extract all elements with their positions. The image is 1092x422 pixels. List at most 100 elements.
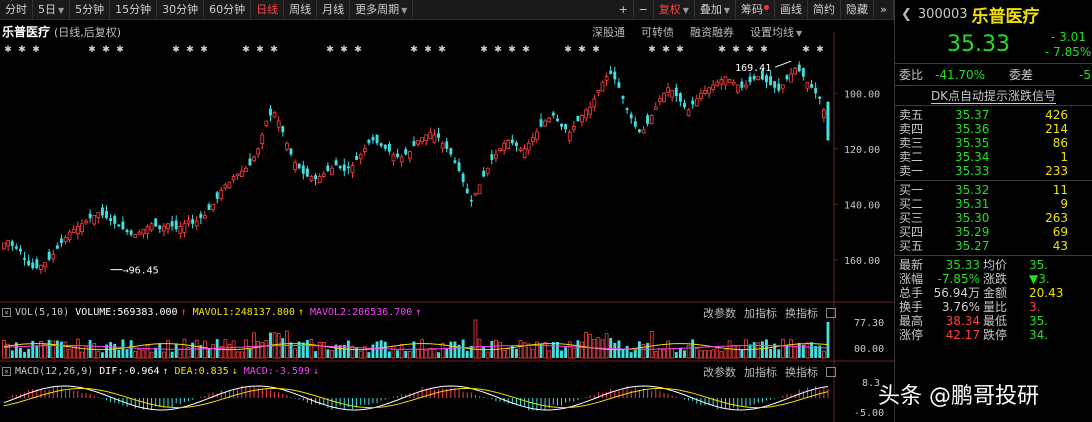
event-star-icon[interactable]: ✱	[718, 45, 726, 55]
maximize-icon[interactable]	[826, 367, 836, 377]
event-star-icon[interactable]: ✱	[116, 45, 124, 55]
simple-mode-button[interactable]: 简约	[808, 0, 841, 20]
volume-bar	[75, 338, 80, 359]
volume-bar	[756, 342, 761, 359]
volume-bar	[449, 341, 453, 358]
event-star-icon[interactable]: ✱	[508, 45, 516, 55]
volume-bar	[760, 341, 764, 358]
period-tab-7[interactable]: 周线	[284, 0, 318, 20]
period-tab-5[interactable]: 60分钟	[204, 0, 252, 20]
kline-chart-svg[interactable]: ✱ ✱ ✱ ✱ ✱ ✱ ✱ ✱ ✱ ✱ ✱ ✱ ✱ ✱ ✱ ✱ ✱ ✱ ✱ ✱ ✱ ✱ ✱ ✱ ✱ ✱ ✱ ✱ ✱ ✱ ✱ ✱ ✱ ✱ 160.00…	[0, 20, 894, 422]
period-tab-2[interactable]: 5分钟	[70, 0, 111, 20]
event-star-icon[interactable]: ✱	[354, 45, 362, 55]
event-star-icon[interactable]: ✱	[662, 45, 670, 55]
event-star-icon[interactable]: ✱	[410, 45, 418, 55]
dropdown-icon: ▼	[796, 29, 803, 38]
macd-btn-0[interactable]: 改参数	[703, 366, 736, 379]
event-star-icon[interactable]: ✱	[424, 45, 432, 55]
period-tab-8[interactable]: 月线	[317, 0, 351, 20]
period-tab-4[interactable]: 30分钟	[157, 0, 205, 20]
buy-orderbook: 买一 35.32 11 买二 35.31 9 买三 35.30 263 买四 35.29 69 买五 35…	[895, 181, 1092, 256]
event-star-icon[interactable]: ✱	[32, 45, 40, 55]
event-star-icon[interactable]: ✱	[494, 45, 502, 55]
candle-body	[752, 75, 756, 80]
event-star-icon[interactable]: ✱	[172, 45, 180, 55]
volume-btn-1[interactable]: 加指标	[744, 307, 777, 320]
event-star-icon[interactable]: ✱	[480, 45, 488, 55]
event-star-icon[interactable]: ✱	[102, 45, 110, 55]
hide-button[interactable]: 隐藏	[841, 0, 874, 20]
event-star-icon[interactable]: ✱	[270, 45, 278, 55]
period-tab-3[interactable]: 15分钟	[110, 0, 158, 20]
expand-button[interactable]: »	[874, 0, 894, 20]
period-tab-0[interactable]: 分时	[0, 0, 33, 20]
event-star-icon[interactable]: ✱	[746, 45, 754, 55]
chart-menu-item-1[interactable]: 可转债	[641, 24, 674, 40]
candle-body	[449, 148, 453, 155]
volume-btn-2[interactable]: 换指标	[785, 307, 818, 320]
chart-area[interactable]: ✱ ✱ ✱ ✱ ✱ ✱ ✱ ✱ ✱ ✱ ✱ ✱ ✱ ✱ ✱ ✱ ✱ ✱ ✱ ✱ ✱ ✱ ✱ ✱ ✱ ✱ ✱ ✱ ✱ ✱ ✱ ✱ ✱ ✱ 160.00…	[0, 20, 894, 422]
dk-signal-link[interactable]: DK点自动提示涨跌信号	[895, 86, 1092, 106]
fuquan-button[interactable]: 复权 ▼	[654, 0, 695, 20]
maximize-icon[interactable]	[826, 308, 836, 318]
chart-menu-item-2[interactable]: 融资融券	[690, 24, 734, 40]
event-star-icon[interactable]: ✱	[186, 45, 194, 55]
chouma-button[interactable]: 筹码	[736, 0, 775, 20]
volume-btn-0[interactable]: 改参数	[703, 307, 736, 320]
stat-v1: 3.76%	[941, 300, 980, 314]
event-star-icon[interactable]: ✱	[592, 45, 600, 55]
overlay-button[interactable]: 叠加 ▼	[695, 0, 736, 20]
candle-body	[67, 231, 72, 241]
chart-menu-item-0[interactable]: 深股通	[592, 24, 625, 40]
event-star-icon[interactable]: ✱	[438, 45, 446, 55]
zoom-in-button[interactable]: +	[614, 0, 634, 20]
event-star-icon[interactable]: ✱	[256, 45, 264, 55]
volume-bar	[235, 351, 240, 359]
close-icon[interactable]: ×	[2, 366, 11, 376]
event-star-icon[interactable]: ✱	[18, 45, 26, 55]
candle-body	[330, 167, 334, 176]
candle-body	[35, 259, 39, 269]
zoom-out-button[interactable]: −	[634, 0, 654, 20]
volume-bar	[653, 350, 658, 359]
event-star-icon[interactable]: ✱	[676, 45, 684, 55]
event-star-icon[interactable]: ✱	[802, 45, 810, 55]
stat-v1: 56.94万	[933, 286, 980, 300]
candle-body	[510, 139, 514, 144]
candle-body	[457, 162, 461, 171]
macd-btn-1[interactable]: 加指标	[744, 366, 777, 379]
period-tab-9[interactable]: 更多周期 ▼	[350, 0, 414, 20]
event-star-icon[interactable]: ✱	[340, 45, 348, 55]
candle-body	[174, 220, 178, 230]
candle-body	[584, 109, 588, 119]
close-icon[interactable]: ×	[2, 307, 11, 317]
candle-body	[686, 109, 691, 117]
event-star-icon[interactable]: ✱	[242, 45, 250, 55]
event-star-icon[interactable]: ✱	[4, 45, 12, 55]
candle-body	[207, 204, 211, 210]
event-star-icon[interactable]: ✱	[200, 45, 208, 55]
chart-menu-item-3[interactable]: 设置均线 ▼	[750, 24, 802, 40]
event-star-icon[interactable]: ✱	[564, 45, 572, 55]
volume-bar	[51, 340, 56, 359]
event-star-icon[interactable]: ✱	[88, 45, 96, 55]
candle-body	[326, 165, 330, 171]
event-star-icon[interactable]: ✱	[760, 45, 768, 55]
period-tab-6[interactable]: 日线	[251, 0, 285, 20]
period-tab-1[interactable]: 5日 ▼	[33, 0, 71, 20]
candle-body	[231, 176, 236, 181]
event-star-icon[interactable]: ✱	[648, 45, 656, 55]
event-star-icon[interactable]: ✱	[522, 45, 530, 55]
candle-body	[92, 214, 97, 225]
back-arrow-icon[interactable]: ❮	[901, 6, 912, 22]
stock-name: 乐普医疗	[2, 25, 51, 39]
event-star-icon[interactable]: ✱	[732, 45, 740, 55]
event-star-icon[interactable]: ✱	[816, 45, 824, 55]
macd-btn-2[interactable]: 换指标	[785, 366, 818, 379]
draw-line-button[interactable]: 画线	[775, 0, 808, 20]
event-star-icon[interactable]: ✱	[578, 45, 586, 55]
event-star-icon[interactable]: ✱	[326, 45, 334, 55]
simple-mode-button-label: 简约	[813, 2, 835, 16]
stat-v2: 35.	[1029, 314, 1049, 328]
level-label: 卖四	[899, 122, 924, 136]
